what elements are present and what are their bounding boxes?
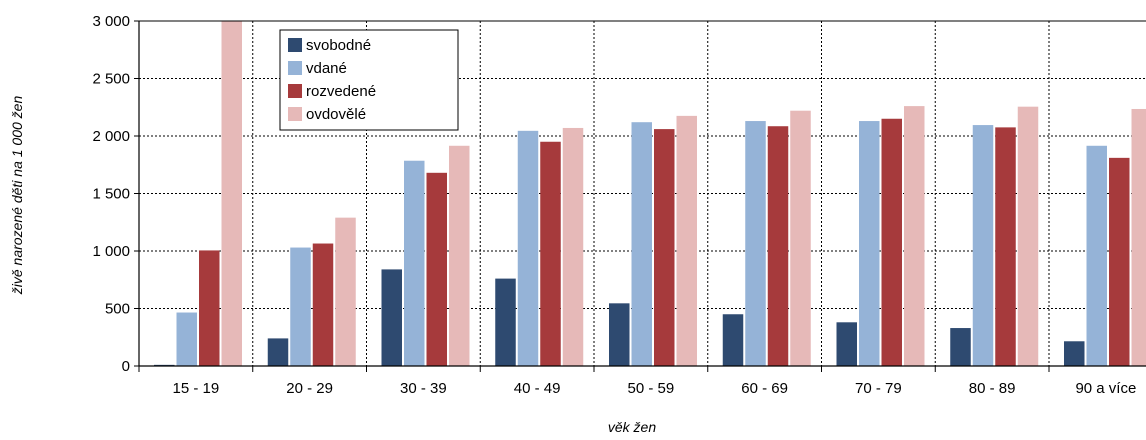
bar bbox=[1131, 108, 1146, 366]
y-tick-label: 3 000 bbox=[92, 13, 130, 30]
legend-label: svobodné bbox=[306, 37, 371, 54]
legend-box bbox=[279, 29, 459, 131]
bar bbox=[1017, 106, 1039, 367]
y-tick-label: 0 bbox=[122, 358, 130, 375]
x-tick-label: 90 a více bbox=[1075, 380, 1136, 397]
bar bbox=[1109, 157, 1130, 366]
tick-labels: 0 500 1 000 1 500 2 000 2 500 3 000 15 - 19 20 -… bbox=[92, 13, 1136, 397]
bar bbox=[995, 127, 1016, 366]
bar bbox=[950, 328, 971, 366]
bar bbox=[1086, 145, 1107, 366]
bar bbox=[562, 127, 584, 366]
x-tick-label: 60 - 69 bbox=[741, 380, 788, 397]
y-axis-title: živě narozené děti na 1 000 žen bbox=[9, 96, 25, 296]
bar bbox=[290, 247, 311, 366]
bar bbox=[312, 243, 334, 366]
bar bbox=[654, 129, 675, 366]
bar bbox=[631, 122, 652, 366]
x-tick-label: 50 - 59 bbox=[628, 380, 675, 397]
bar bbox=[722, 314, 744, 366]
bar bbox=[221, 21, 242, 366]
bar bbox=[881, 118, 902, 366]
bar bbox=[790, 110, 811, 366]
bar bbox=[609, 303, 630, 366]
x-tick-label: 30 - 39 bbox=[400, 380, 447, 397]
gridlines bbox=[134, 20, 1146, 372]
bar bbox=[404, 160, 425, 366]
bar bbox=[426, 172, 447, 366]
bar bbox=[517, 130, 539, 366]
x-tick-label: 15 - 19 bbox=[173, 380, 220, 397]
legend-swatch bbox=[288, 107, 302, 121]
bar bbox=[381, 269, 402, 366]
x-tick-label: 40 - 49 bbox=[514, 380, 561, 397]
x-tick-label: 20 - 29 bbox=[286, 380, 333, 397]
bar bbox=[335, 217, 356, 366]
bar bbox=[199, 250, 220, 366]
legend-label: ovdovělé bbox=[306, 106, 366, 123]
legend-label: vdané bbox=[306, 60, 347, 77]
y-tick-label: 1 000 bbox=[92, 243, 130, 260]
y-tick-label: 500 bbox=[105, 301, 130, 318]
bar bbox=[1064, 341, 1085, 366]
y-tick-label: 2 000 bbox=[92, 128, 130, 145]
bar bbox=[267, 338, 289, 366]
legend-swatch bbox=[288, 84, 302, 98]
y-tick-label: 2 500 bbox=[92, 71, 130, 88]
legend: svobodné vdané rozvedené ovdovělé bbox=[279, 29, 459, 131]
bar bbox=[449, 145, 470, 366]
legend-swatch bbox=[288, 38, 302, 52]
x-tick-label: 80 - 89 bbox=[969, 380, 1016, 397]
bar bbox=[495, 278, 516, 366]
x-tick-label: 70 - 79 bbox=[855, 380, 902, 397]
bar bbox=[767, 126, 789, 366]
legend-label: rozvedené bbox=[306, 83, 376, 100]
bar bbox=[836, 322, 857, 366]
bars bbox=[154, 21, 1146, 367]
y-tick-label: 1 500 bbox=[92, 186, 130, 203]
x-axis-title: věk žen bbox=[608, 419, 656, 435]
bar bbox=[745, 121, 766, 366]
bar bbox=[972, 125, 994, 366]
bar bbox=[176, 312, 197, 366]
legend-swatch bbox=[288, 61, 302, 75]
axes bbox=[138, 20, 1146, 367]
bar bbox=[540, 141, 561, 366]
bar bbox=[904, 106, 925, 366]
bar bbox=[676, 115, 697, 366]
bar bbox=[859, 121, 880, 366]
